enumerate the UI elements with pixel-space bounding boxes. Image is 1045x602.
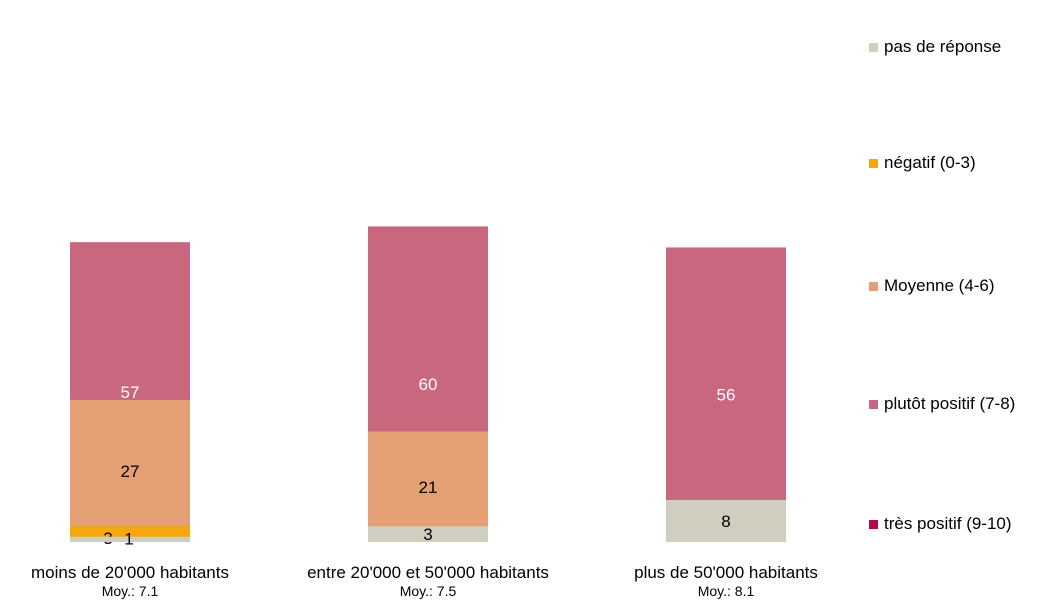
bar-value-label: 27 [121,462,140,481]
category-average-label: Moy.: 8.1 [697,583,755,599]
legend-item: pas de réponse [869,36,1001,58]
bar-value-label: 8 [721,512,730,531]
legend-swatch [869,42,878,52]
legend-label: Moyenne (4-6) [884,276,995,295]
bar-value-label: 21 [419,478,438,497]
bar-value-label: 60 [419,375,438,394]
bar-segment [70,536,190,542]
legend-swatch [869,519,878,529]
bar-segment [70,399,190,542]
legend-swatch [869,281,878,291]
bar-segment [666,499,786,542]
category-label: plus de 50'000 habitants [634,563,818,582]
category-average-label: Moy.: 7.1 [101,583,159,599]
bar-segment [666,247,786,542]
category-label: moins de 20'000 habitants [31,563,229,582]
bar-value-label: 57 [121,383,140,402]
legend-item: très positif (9-10) [869,513,1012,535]
bar-value-label: 3 [423,525,432,544]
legend-item: négatif (0-3) [869,152,976,174]
bar-value-label: 1 [124,529,133,548]
bar-segment [368,526,488,542]
legend-swatch [869,399,878,409]
legend-label: très positif (9-10) [884,514,1012,533]
legend-label: plutôt positif (7-8) [884,394,1016,413]
legend-label: négatif (0-3) [884,153,976,172]
bar-value-label: 56 [717,386,736,405]
category-label: entre 20'000 et 50'000 habitants [307,563,549,582]
bar-segment [368,431,488,542]
legend-item: Moyenne (4-6) [869,275,995,297]
legend-swatch [869,158,878,168]
legend-item: plutôt positif (7-8) [869,393,1015,415]
legend-label: pas de réponse [884,37,1002,56]
category-average-label: Moy.: 7.5 [399,583,457,599]
